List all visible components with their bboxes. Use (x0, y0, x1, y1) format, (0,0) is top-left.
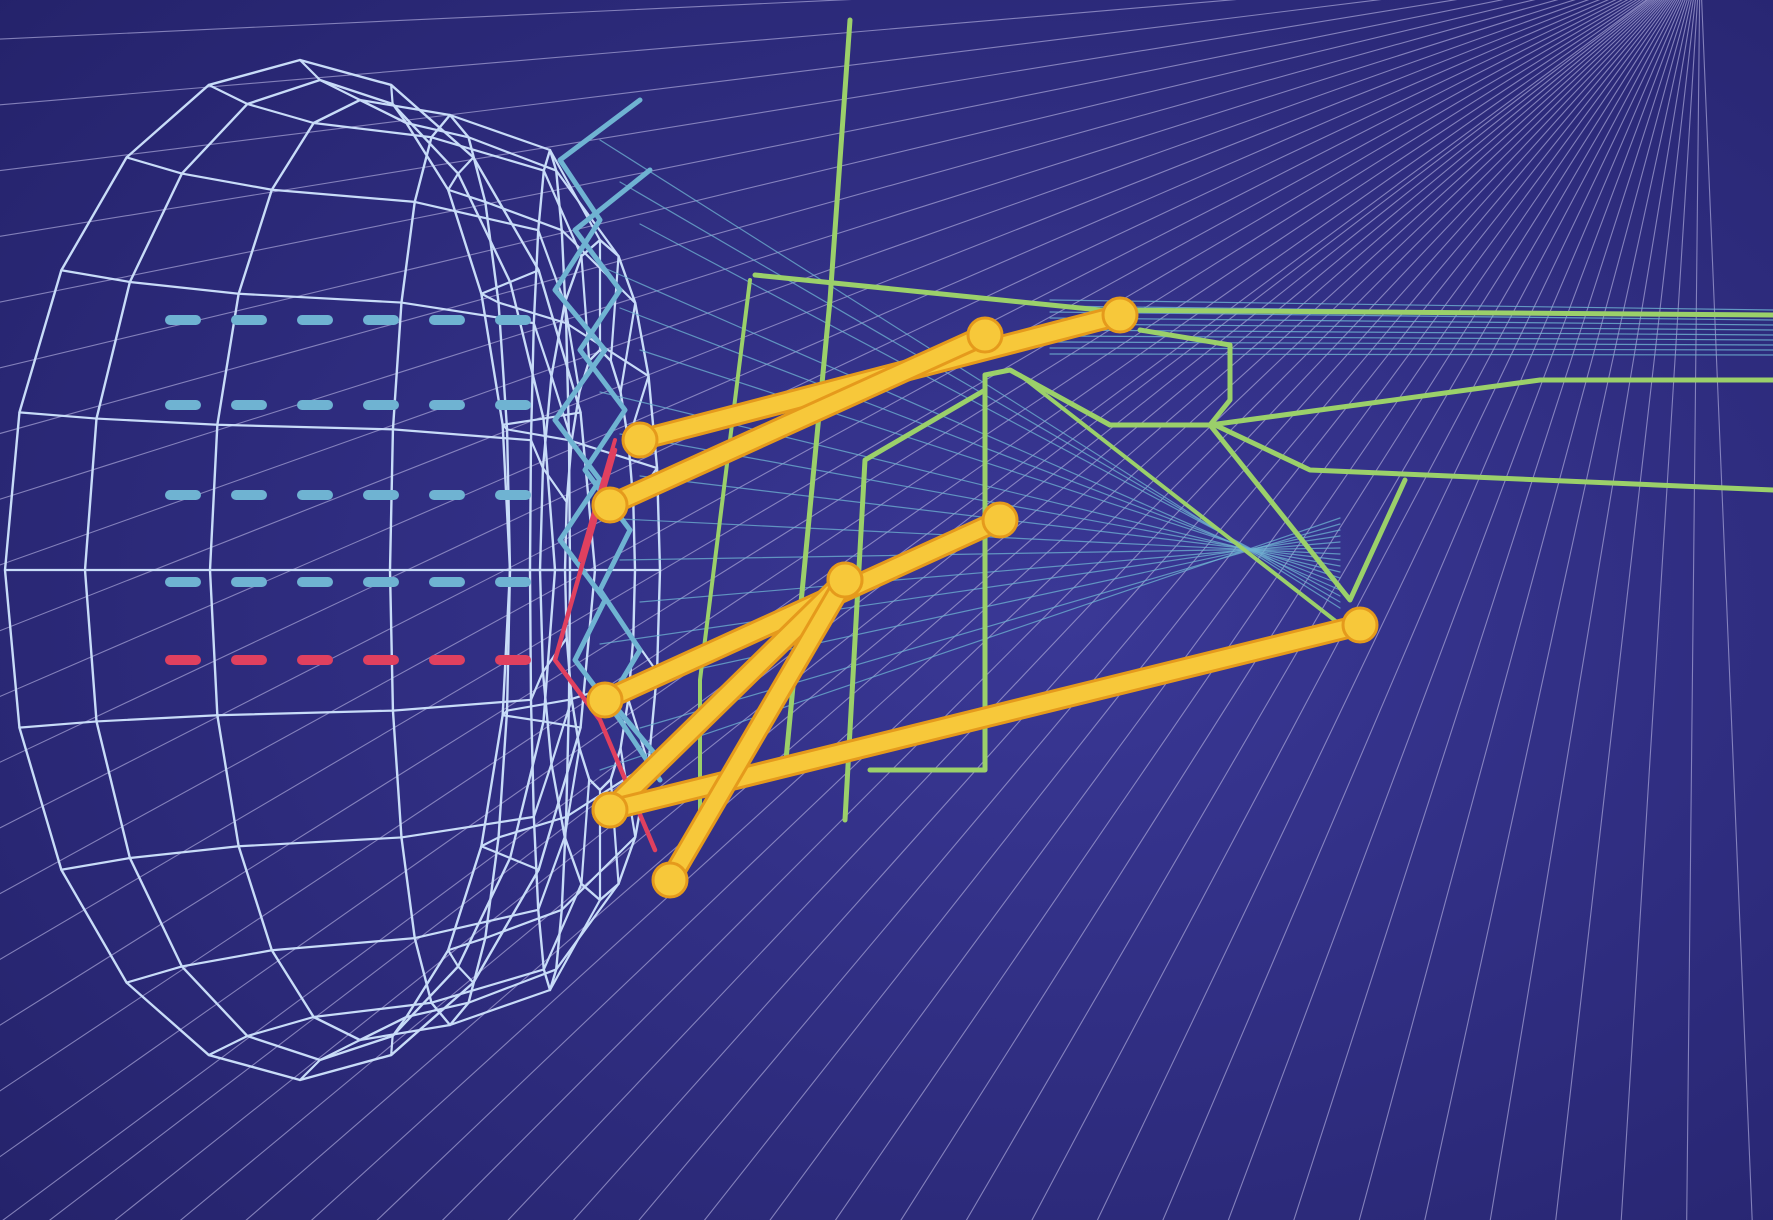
torus-meridian (501, 411, 659, 504)
cyan-tendon-line (1049, 299, 1773, 311)
perspective-ray (376, 0, 1659, 1220)
perspective-ray (0, 0, 1576, 500)
cyan-tendon-line (1049, 323, 1773, 331)
cyan-tension-line (599, 535, 1341, 645)
cyan-tension-line (619, 547, 1341, 561)
green-palm-edge (867, 372, 988, 773)
finger-bone-thumb (602, 572, 853, 818)
perspective-ray (114, 0, 1651, 1220)
yellow-finger-bones (586, 296, 1379, 899)
cyan-tendon-line (1049, 347, 1773, 351)
perspective-ray (0, 0, 1601, 632)
torus-meridian (298, 788, 602, 1082)
green-thumb-link (1018, 373, 1362, 642)
perspective-ray (1701, 0, 1753, 1220)
cyan-tendon-line (1049, 329, 1773, 336)
cyan-tendon-line (1049, 311, 1773, 321)
perspective-ray (900, 0, 1676, 1220)
perspective-ray (0, 0, 1382, 172)
perspective-ray (310, 0, 1657, 1220)
green-forearm (1207, 377, 1773, 428)
torus-meridian (447, 746, 637, 984)
perspective-ray (0, 0, 1617, 763)
perspective-ray (1227, 0, 1686, 1220)
perspective-ray (179, 0, 1653, 1220)
perspective-ray (48, 0, 1649, 1220)
perspective-ray (638, 0, 1668, 1220)
torus-meridian (447, 156, 637, 394)
green-palm-inner (842, 387, 988, 823)
finger-bone-middle-knuckle (591, 486, 629, 524)
finger-bone-lower (662, 572, 853, 888)
finger-bone-middle (602, 327, 993, 513)
cyan-tension-line (639, 541, 1341, 603)
perspective-ray (507, 0, 1663, 1220)
torus-meridian (390, 778, 620, 1057)
torus-meridian (60, 269, 573, 442)
perspective-ray (1424, 0, 1692, 1220)
green-carpal (1207, 422, 1408, 603)
perspective-ray (245, 0, 1655, 1220)
perspective-ray (572, 0, 1665, 1220)
perspective-ray (0, 0, 1634, 961)
perspective-ray (1555, 0, 1696, 1220)
cyan-tendon-line (1049, 341, 1773, 346)
cyan-tension-line (599, 265, 1341, 591)
torus-meridian (125, 746, 581, 984)
perspective-ray (0, 0, 1638, 1026)
finger-bone-index-joint (1101, 296, 1139, 334)
perspective-ray (0, 0, 1641, 1092)
perspective-ray (1096, 0, 1682, 1220)
finger-bone-ring-knuckle (586, 681, 624, 719)
dashed-guide-lines (165, 315, 545, 665)
green-forearm-lower (1212, 422, 1773, 493)
finger-bone-ring-joint (981, 501, 1019, 539)
perspective-ray (769, 0, 1672, 1220)
perspective-ray (834, 0, 1674, 1220)
finger-bone-lower-knuckle (651, 861, 689, 899)
finger-bone-index-knuckle (621, 421, 659, 459)
torus-meridian (60, 698, 573, 871)
cyan-tendon-line (1049, 353, 1773, 356)
perspective-ray (1620, 0, 1699, 1220)
perspective-ray (0, 0, 1559, 435)
perspective-ray (1686, 0, 1701, 1220)
finger-bone-little-joint (1341, 606, 1379, 644)
cyan-zigzag (552, 97, 663, 783)
torus-meridian (480, 269, 650, 442)
torus-meridian (298, 58, 602, 352)
cyan-tension-line (639, 349, 1341, 579)
cyan-tension-line (619, 529, 1341, 687)
cyan-tension-line (599, 517, 1341, 771)
torus-meridian (18, 636, 568, 729)
perspective-ray (703, 0, 1670, 1220)
torus-meridian (18, 411, 568, 504)
perspective-ray (1293, 0, 1688, 1220)
perspective-ray (0, 0, 1629, 895)
perspective-ray (441, 0, 1661, 1220)
perspective-ray (1162, 0, 1684, 1220)
perspective-ray (0, 0, 1237, 106)
finger-bone-middle-joint (966, 316, 1004, 354)
torus-meridian (207, 83, 591, 362)
perspective-ray (1358, 0, 1690, 1220)
cyan-tendon-line (1049, 317, 1773, 326)
perspective-ray (0, 0, 852, 40)
perspective-ray (1031, 0, 1680, 1220)
perspective-ray (1489, 0, 1694, 1220)
torus-meridian (390, 83, 620, 362)
cyan-zigzag (572, 167, 663, 763)
finger-bone-little-knuckle (591, 791, 629, 829)
wireframe-torus-disc (3, 58, 662, 1082)
perspective-ray (0, 0, 1458, 237)
torus-meridian (207, 778, 591, 1057)
finger-bone-lower-joint (826, 561, 864, 599)
perspective-ray (0, 0, 1590, 566)
